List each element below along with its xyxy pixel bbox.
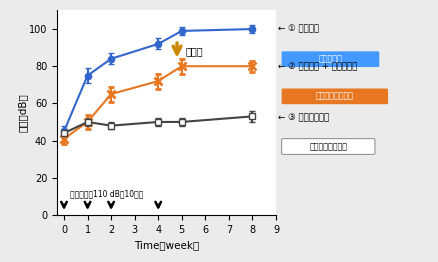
Text: 騒音性難聴が軽減: 騒音性難聴が軽減 [316,92,354,101]
X-axis label: Time（week）: Time（week） [134,240,199,250]
Text: ← ③ 騒音負荷なし: ← ③ 騒音負荷なし [278,112,329,121]
Y-axis label: 嚾値（dB）: 嚾値（dB） [18,93,28,132]
Text: ← ① 騒音負荷: ← ① 騒音負荷 [278,25,319,34]
Text: 騒音性難聴: 騒音性難聴 [318,55,343,64]
Text: 蜂の子: 蜂の子 [185,46,203,56]
Text: 騒音負荷（110 dB，10分）: 騒音負荷（110 dB，10分） [70,189,143,198]
Text: 耳が良い（通常）: 耳が良い（通常） [309,142,347,151]
Text: ← ② 騒音負荷 + 蜂の子摄取: ← ② 騒音負荷 + 蜂の子摄取 [278,62,357,71]
